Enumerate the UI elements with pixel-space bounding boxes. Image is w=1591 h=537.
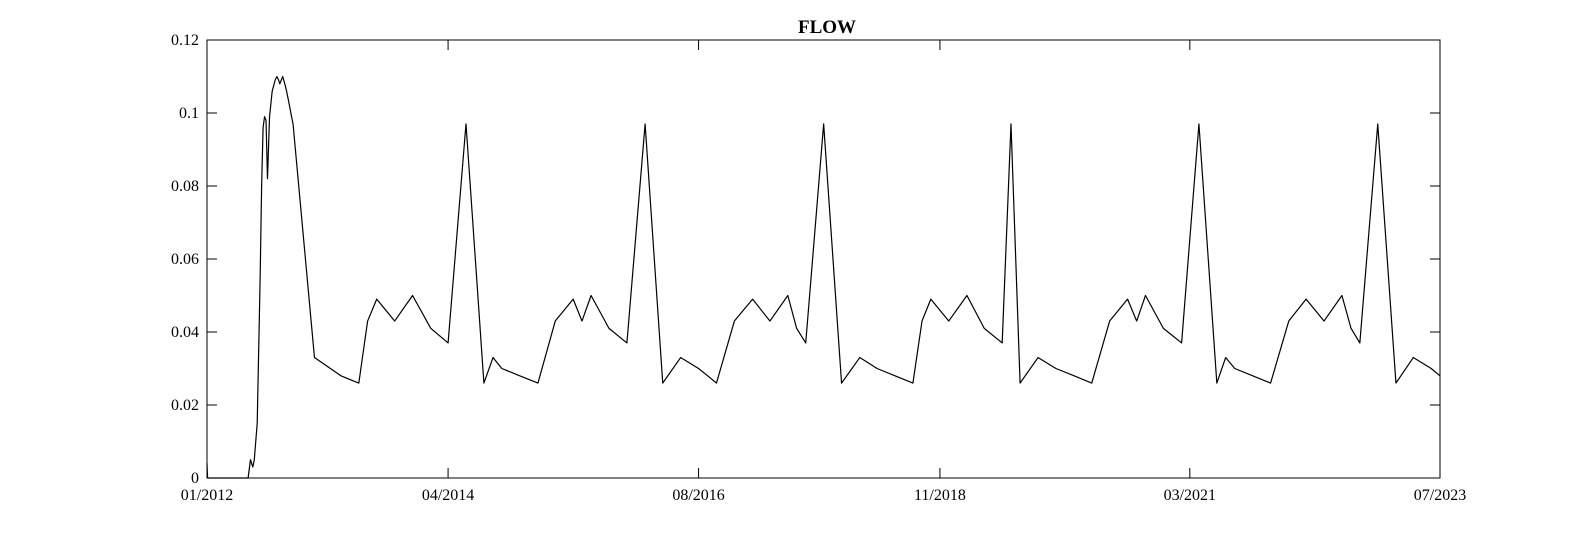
flow-series-line	[206, 75, 1441, 479]
x-tick-label: 07/2023	[1414, 487, 1466, 504]
plot-frame	[206, 39, 1441, 479]
y-tick-label: 0.12	[171, 32, 199, 49]
x-tick-label: 04/2014	[422, 487, 474, 504]
y-tick-label: 0	[191, 470, 199, 487]
y-tick-label: 0.1	[179, 105, 199, 122]
y-tick-label: 0.08	[171, 178, 199, 195]
x-tick-label: 08/2016	[672, 487, 724, 504]
x-tick-label: 11/2018	[914, 487, 966, 504]
x-tick-label: 01/2012	[181, 487, 233, 504]
y-tick-label: 0.06	[171, 251, 199, 268]
y-tick-label: 0.02	[171, 397, 199, 414]
y-tick-label: 0.04	[171, 324, 199, 341]
x-tick-label: 03/2021	[1164, 487, 1216, 504]
x-axis: 01/2012 04/2014 08/2016 11/2018 03/2021 07/20…	[181, 40, 1466, 504]
chart-title: FLOW	[798, 17, 856, 38]
y-axis: 0 0.02 0.04 0.06 0.08 0.1 0.12	[171, 32, 1440, 487]
